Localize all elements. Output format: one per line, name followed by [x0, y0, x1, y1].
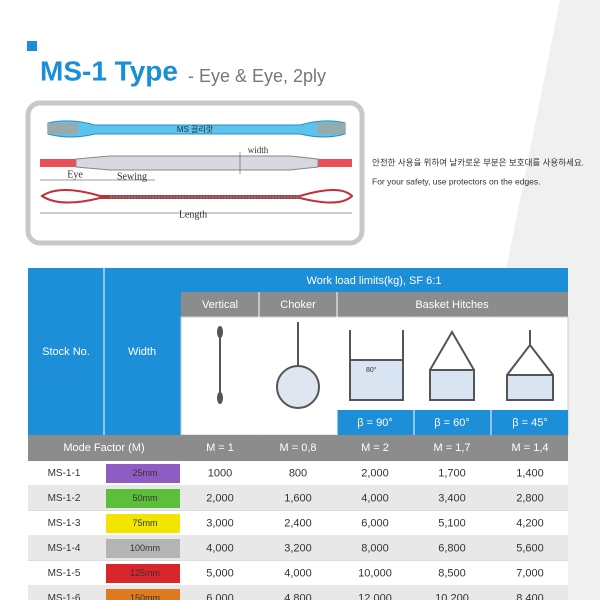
eye-red	[40, 159, 76, 167]
load-value: 4,800	[284, 592, 312, 600]
note-english: For your safety, use protectors on the e…	[372, 176, 541, 186]
load-value: 6,000	[206, 592, 234, 600]
stock-no: MS-1-1	[48, 468, 81, 479]
mode-row	[28, 435, 568, 461]
width-header: Width	[128, 346, 156, 358]
load-value: 1000	[208, 467, 232, 479]
mode-factor: M = 1	[206, 442, 234, 454]
load-value: 2,000	[361, 467, 389, 479]
hitch-header: Basket Hitches	[415, 299, 489, 311]
width-value: 100mm	[130, 543, 160, 553]
width-value: 75mm	[132, 518, 157, 528]
load-value: 1,700	[438, 467, 466, 479]
eye-red	[318, 159, 352, 167]
load-value: 3,400	[438, 492, 466, 504]
stock-no: MS-1-2	[48, 493, 81, 504]
width-swatch	[106, 589, 180, 600]
load-value: 3,200	[284, 542, 312, 554]
load-value: 8,400	[516, 592, 544, 600]
angle-label: β = 90°	[357, 417, 393, 429]
width-value: 150mm	[130, 593, 160, 600]
load-value: 10,000	[358, 567, 392, 579]
eye-label: Eye	[67, 169, 83, 180]
load-value: 1,400	[516, 467, 544, 479]
load-value: 12,000	[358, 592, 392, 600]
load-value: 2,400	[284, 517, 312, 529]
eye-end	[317, 123, 345, 134]
load-value: 5,000	[206, 567, 234, 579]
stock-header: Stock No.	[42, 346, 90, 358]
angle-label: β = 60°	[434, 417, 470, 429]
icon-dividers	[258, 292, 492, 435]
hitch-header: Vertical	[202, 299, 238, 311]
width-value: 25mm	[132, 468, 157, 478]
angle-note: 80°	[366, 366, 377, 374]
mode-factor: M = 1,7	[434, 442, 471, 454]
load-value: 10,200	[435, 592, 469, 600]
header-group	[181, 268, 568, 292]
hitch-header: Choker	[280, 299, 316, 311]
mode-factor: M = 2	[361, 442, 389, 454]
title: MS-1 Type	[40, 55, 178, 86]
diagram-frame	[25, 100, 365, 246]
mode-factor: M = 0,8	[280, 442, 317, 454]
subtitle: - Eye & Eye, 2ply	[188, 66, 326, 86]
stock-no: MS-1-4	[48, 543, 81, 554]
note-korean: 안전한 사용을 위하여 날카로운 부분은 보호대를 사용하세요.	[372, 157, 584, 167]
width-swatch	[106, 464, 180, 483]
width-swatch	[106, 514, 180, 533]
load-value: 4,000	[206, 542, 234, 554]
angle-band	[337, 410, 568, 435]
load-value: 1,600	[284, 492, 312, 504]
eye-end	[48, 123, 78, 134]
mode-factor: M = 1,4	[512, 442, 549, 454]
width-label: width	[248, 145, 269, 155]
group-header: Work load limits(kg), SF 6:1	[307, 275, 442, 287]
table-body: MS-1-1 25mm 1000 800 2,000 1,700 1,400 MS-1-2 50…	[28, 461, 568, 600]
load-value: 2,000	[206, 492, 234, 504]
load-value: 4,200	[516, 517, 544, 529]
load-value: 3,000	[206, 517, 234, 529]
sling-middle	[75, 155, 319, 171]
title-marker	[27, 41, 37, 51]
load-value: 4,000	[361, 492, 389, 504]
length-label: Length	[179, 209, 207, 220]
load-value: 800	[289, 467, 307, 479]
stock-no: MS-1-6	[48, 593, 81, 600]
stock-no: MS-1-5	[48, 568, 81, 579]
load-value: 8,500	[438, 567, 466, 579]
width-swatch	[106, 564, 180, 583]
hitch-icons	[217, 322, 554, 409]
load-value: 7,000	[516, 567, 544, 579]
angle-label: β = 45°	[512, 417, 548, 429]
load-value: 6,000	[361, 517, 389, 529]
width-value: 50mm	[132, 493, 157, 503]
sling-brand: MS 끌리랏	[177, 124, 214, 134]
load-value: 2,800	[516, 492, 544, 504]
sewing-label: Sewing	[117, 171, 147, 182]
load-value: 5,100	[438, 517, 466, 529]
load-value: 5,600	[516, 542, 544, 554]
width-swatch	[106, 539, 180, 558]
width-swatch	[106, 489, 180, 508]
load-value: 8,000	[361, 542, 389, 554]
mode-label: Mode Factor (M)	[63, 442, 144, 454]
load-value: 6,800	[438, 542, 466, 554]
load-value: 4,000	[284, 567, 312, 579]
width-value: 125mm	[130, 568, 160, 578]
stock-no: MS-1-3	[48, 518, 81, 529]
header-hitches	[181, 292, 568, 317]
